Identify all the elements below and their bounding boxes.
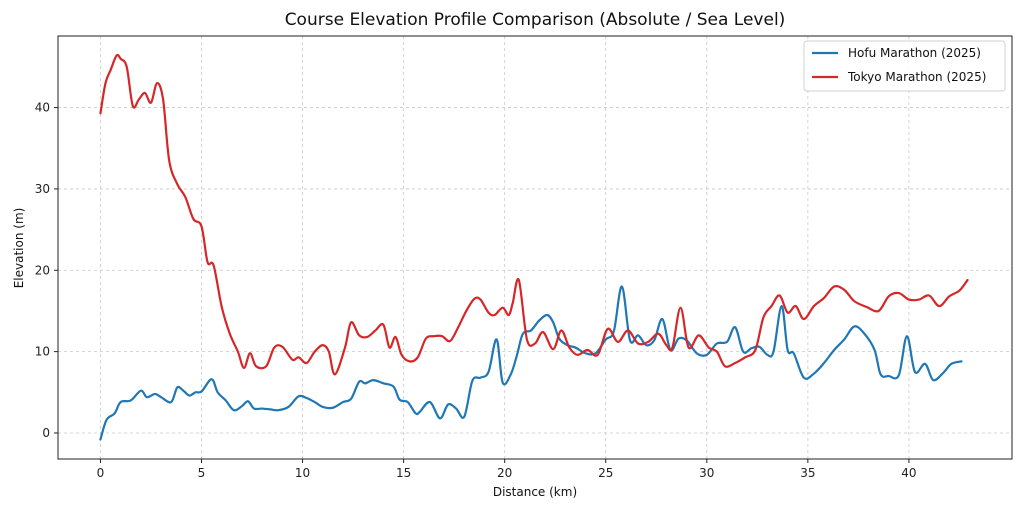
- x-axis: 0 5 10 15 20 25 30 35 40: [97, 459, 917, 480]
- y-tick-label: 0: [42, 426, 50, 440]
- grid: [58, 36, 1012, 459]
- x-tick-label: 35: [800, 466, 815, 480]
- x-tick-label: 20: [497, 466, 512, 480]
- legend: Hofu Marathon (2025) Tokyo Marathon (202…: [803, 40, 1006, 92]
- x-tick-label: 30: [699, 466, 714, 480]
- x-axis-label: Distance (km): [493, 485, 577, 499]
- legend-label-tokyo: Tokyo Marathon (2025): [847, 70, 986, 84]
- y-axis: 0 10 20 30 40: [35, 101, 58, 440]
- y-tick-label: 10: [35, 345, 50, 359]
- series-line-tokyo: [99, 53, 969, 376]
- y-tick-label: 30: [35, 182, 50, 196]
- y-tick-label: 20: [35, 263, 50, 277]
- x-tick-label: 40: [901, 466, 916, 480]
- chart-title: Course Elevation Profile Comparison (Abs…: [285, 10, 786, 30]
- y-tick-label: 40: [35, 101, 50, 115]
- x-tick-label: 15: [396, 466, 411, 480]
- legend-box: [803, 40, 1006, 92]
- series-line-hofu: [99, 285, 963, 441]
- x-tick-label: 0: [97, 466, 105, 480]
- plot-frame: [57, 35, 1013, 460]
- legend-label-hofu: Hofu Marathon (2025): [848, 46, 981, 60]
- x-tick-label: 25: [598, 466, 613, 480]
- y-axis-label: Elevation (m): [12, 208, 26, 289]
- x-tick-label: 5: [198, 466, 206, 480]
- x-tick-label: 10: [295, 466, 310, 480]
- series-layer: [99, 53, 969, 441]
